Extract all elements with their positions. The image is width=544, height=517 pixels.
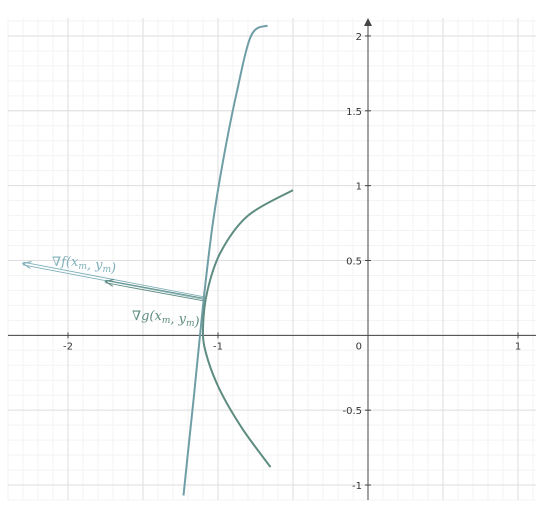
y-tick-label: 1 bbox=[356, 182, 362, 193]
grad-f-label: ∇f(xm, ym) bbox=[52, 255, 116, 276]
grad-g-label: ∇g(xm, ym) bbox=[132, 309, 200, 330]
origin-label: 0 bbox=[356, 341, 362, 352]
vector-layer bbox=[21, 261, 204, 302]
y-tick-label: 1.5 bbox=[346, 107, 362, 118]
y-tick-label: -0.5 bbox=[342, 406, 362, 417]
label-layer: -2 -1 1 2 1.5 1 0.5 -0.5 -1 0 ∇f(xm, ym) ∇g(xm, ym) bbox=[52, 32, 521, 492]
y-tick-label: 2 bbox=[356, 32, 362, 43]
grad-f-vector-line-b bbox=[22, 264, 203, 300]
x-tick-label: 1 bbox=[515, 341, 521, 352]
steep-curve-line bbox=[182, 24, 269, 496]
grad-g-vector-line-a bbox=[105, 279, 204, 299]
y-axis-arrow bbox=[364, 18, 372, 26]
grad-g-vector-line-b bbox=[105, 282, 203, 302]
y-tick-label: 0.5 bbox=[346, 256, 362, 267]
y-tick-label: -1 bbox=[352, 481, 362, 492]
x-tick-label: -1 bbox=[213, 341, 223, 352]
grid-layer bbox=[7, 18, 536, 501]
grad-g-vector-arrowhead bbox=[104, 278, 115, 287]
arc-curve-line bbox=[201, 189, 294, 468]
x-tick-label: -2 bbox=[63, 341, 73, 352]
series-layer bbox=[182, 24, 294, 496]
grad-f-vector-arrowhead bbox=[21, 261, 32, 269]
axes-layer bbox=[8, 18, 536, 500]
